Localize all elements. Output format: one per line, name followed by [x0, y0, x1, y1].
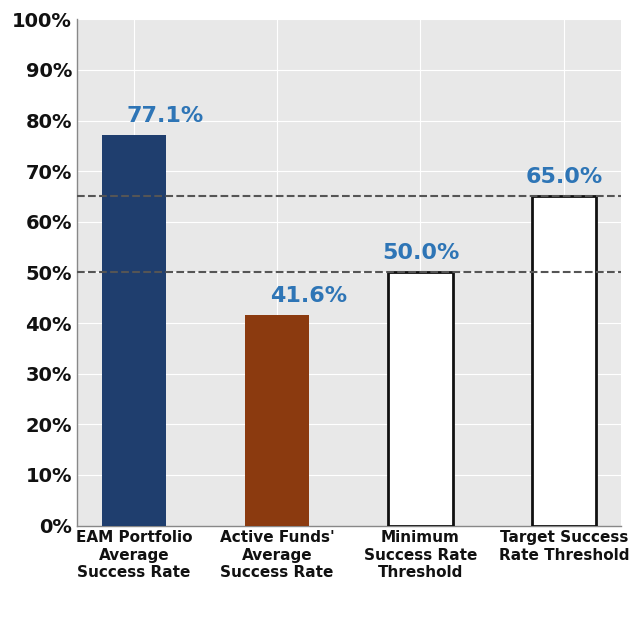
Text: 77.1%: 77.1% [127, 106, 204, 126]
Bar [245, 315, 309, 526]
Bar [102, 135, 166, 526]
Text: 50.0%: 50.0% [382, 244, 459, 263]
Bar [388, 272, 452, 526]
Text: 65.0%: 65.0% [525, 167, 602, 187]
Bar [532, 196, 596, 526]
Text: 41.6%: 41.6% [270, 286, 347, 306]
